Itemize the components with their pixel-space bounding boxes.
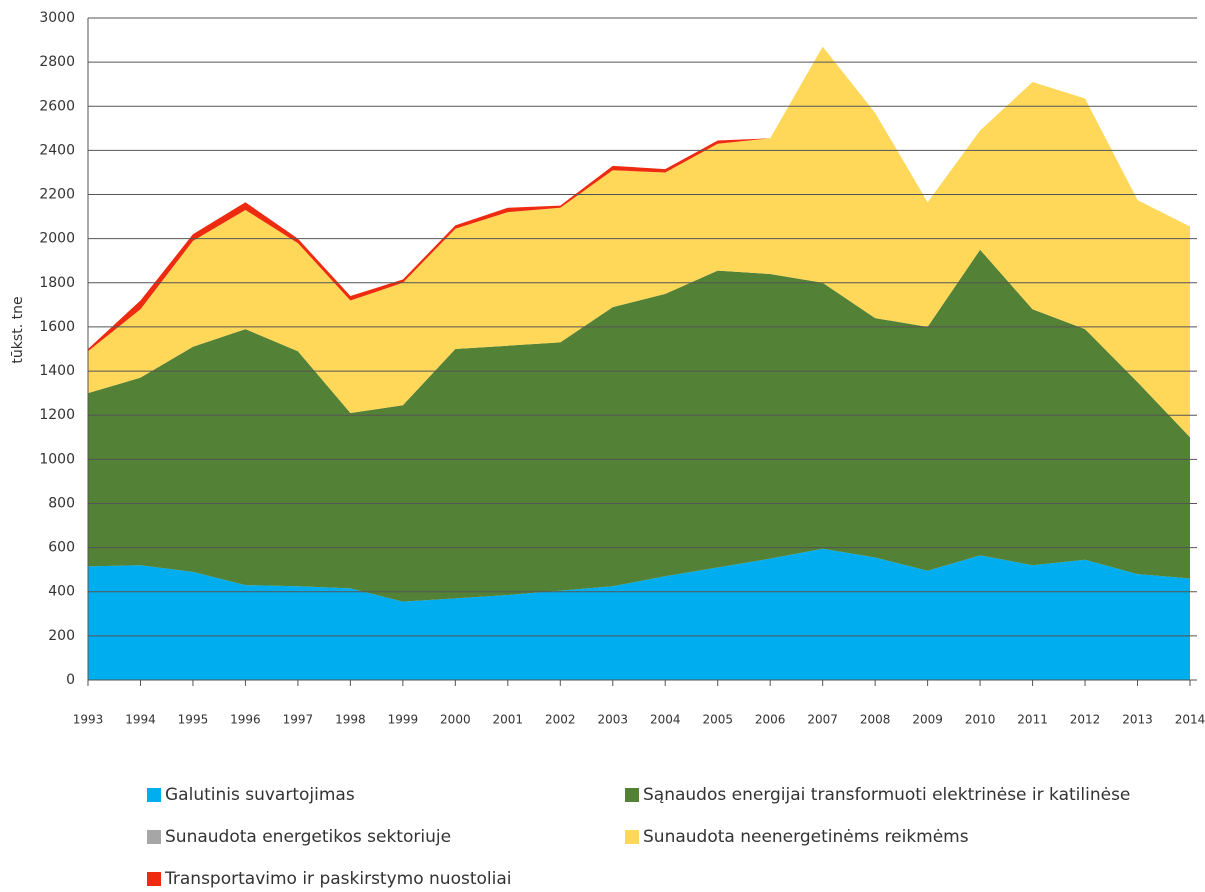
y-tick-label: 200 [48,628,75,644]
x-tick-label: 1993 [73,713,104,727]
legend-label: Transportavimo ir paskirstymo nuostoliai [164,869,511,889]
x-tick-label: 1996 [230,713,261,727]
x-tick-label: 2013 [1122,713,1153,727]
legend-swatch [147,788,161,802]
legend-label: Sąnaudos energijai transformuoti elektri… [643,785,1130,805]
legend-label: Sunaudota energetikos sektoriuje [165,827,451,847]
legend-swatch [625,830,639,844]
x-tick-label: 2010 [965,713,996,727]
y-tick-label: 400 [48,584,75,600]
x-tick-label: 1998 [335,713,366,727]
x-tick-label: 2012 [1070,713,1101,727]
y-tick-label: 2200 [39,187,75,203]
legend-label: Sunaudota neenergetinėms reikmėms [643,827,969,847]
x-tick-label: 2009 [912,713,943,727]
y-tick-label: 2400 [39,142,75,158]
y-axis-label: tūkst. tne [10,296,26,363]
legend-swatch [625,788,639,802]
y-tick-label: 800 [48,495,75,511]
y-tick-label: 3000 [39,10,75,26]
y-tick-label: 1400 [39,363,75,379]
x-tick-label: 2011 [1017,713,1048,727]
x-tick-label: 2001 [493,713,524,727]
x-tick-label: 2002 [545,713,576,727]
area [88,46,1190,438]
legend-label: Galutinis suvartojimas [165,785,355,805]
y-tick-label: 2000 [39,231,75,247]
y-tick-label: 1800 [39,275,75,291]
y-tick-label: 1600 [39,319,75,335]
x-tick-label: 1997 [283,713,314,727]
area [88,548,1190,680]
area [88,249,1190,602]
y-tick-label: 1000 [39,451,75,467]
x-tick-label: 2000 [440,713,471,727]
y-tick-label: 0 [66,672,75,688]
x-tick-label: 1995 [178,713,209,727]
y-tick-label: 600 [48,540,75,556]
x-tick-label: 2014 [1175,713,1205,727]
x-tick-label: 2007 [807,713,838,727]
x-tick-label: 2005 [702,713,733,727]
x-tick-label: 2008 [860,713,891,727]
x-tick-label: 2003 [597,713,628,727]
x-tick-label: 2004 [650,713,681,727]
legend-swatch [147,872,161,886]
x-tick-label: 2006 [755,713,786,727]
y-tick-label: 1200 [39,407,75,423]
x-tick-label: 1994 [125,713,156,727]
y-tick-label: 2800 [39,54,75,70]
legend-swatch [147,830,161,844]
x-tick-label: 1999 [388,713,419,727]
y-tick-label: 2600 [39,98,75,114]
